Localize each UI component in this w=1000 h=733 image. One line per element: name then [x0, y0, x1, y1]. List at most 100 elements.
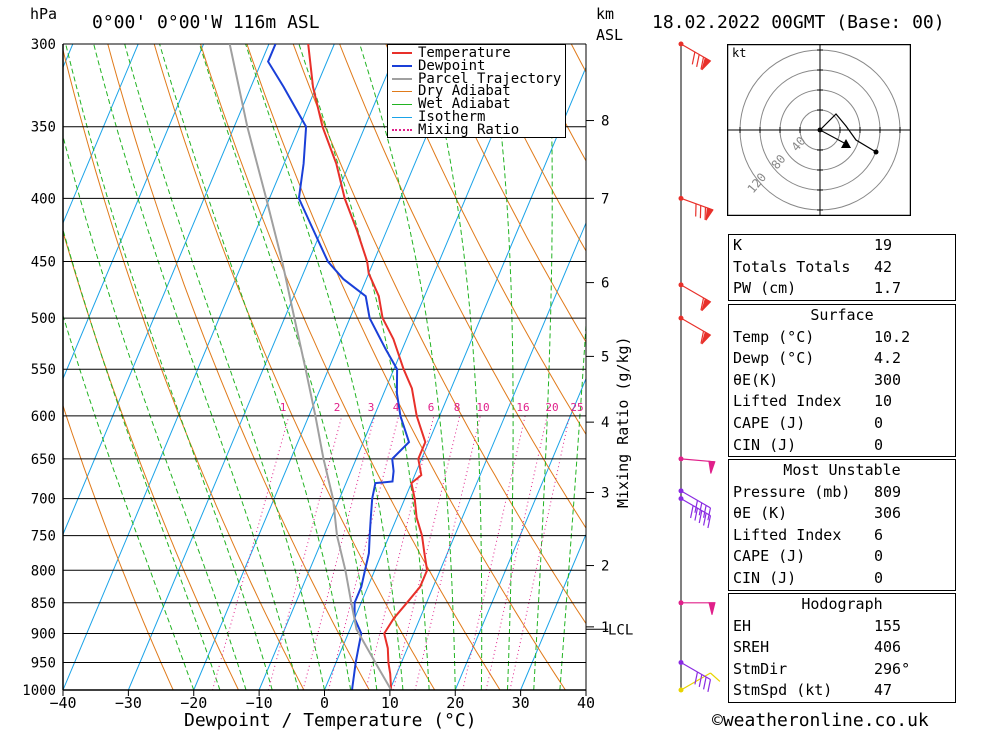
mixing-ratio-label: 4	[393, 401, 400, 414]
mixing-ratio-line	[462, 415, 526, 690]
pressure-tick-label: 650	[31, 452, 56, 468]
legend-item: Temperature	[392, 45, 511, 61]
pressure-tick-label: 950	[31, 655, 56, 671]
x-tick-label: 40	[577, 694, 595, 712]
mu-li-value: 6	[874, 525, 884, 544]
mixing-ratio-line	[267, 415, 343, 690]
pressure-tick-label: 700	[31, 492, 56, 508]
wind-barb-feather	[694, 508, 699, 521]
pw-value: 1.7	[874, 279, 902, 298]
wet-adiabat-line	[559, 318, 586, 690]
parcel-trajectory-line	[228, 44, 393, 690]
wet-adiabat-line	[489, 44, 514, 690]
mixing-ratio-label: 10	[476, 401, 489, 414]
mu-pressure-value: 809	[874, 482, 902, 501]
isotherm-line	[389, 221, 586, 690]
legend-swatch	[392, 116, 412, 118]
km-tick-label: 8	[601, 114, 609, 130]
dry-adiabat-line	[431, 44, 586, 343]
surface-dewp-label: Dewp (°C)	[733, 349, 815, 368]
wind-barb-feather	[690, 505, 694, 519]
mu-cin-label: CIN (J)	[733, 568, 797, 587]
mixing-ratio-label: 1	[280, 401, 287, 414]
mu-li-label: Lifted Index	[733, 525, 842, 544]
location-label: 0°00' 0°00'W 116m ASL	[92, 12, 320, 33]
isotherm-line	[63, 44, 205, 380]
legend-label: Mixing Ratio	[418, 121, 520, 138]
isotherm-line	[0, 44, 7, 690]
hodograph-unit-label: kt	[732, 46, 746, 60]
legend-item: Parcel Trajectory	[392, 70, 562, 87]
totals-totals-value: 42	[874, 257, 893, 276]
isotherm-line	[324, 66, 586, 690]
copyright-label[interactable]: ©weatheronline.co.uk	[712, 710, 929, 731]
surface-title: Surface	[810, 306, 874, 324]
wind-barb-feather	[707, 679, 712, 692]
most-unstable-table: Most Unstable Pressure (mb) 809 θE (K) 306…	[728, 459, 956, 591]
x-tick-label: 10	[381, 694, 399, 712]
wet-adiabat-line	[159, 44, 352, 690]
wet-adiabat-line	[533, 44, 553, 690]
wind-barb-shaft	[680, 490, 711, 509]
isotherm-line	[63, 44, 335, 690]
mu-thetae-value: 306	[874, 504, 902, 523]
km-tick-label: 2	[601, 559, 609, 575]
legend-label: Wet Adiabat	[418, 96, 511, 113]
x-tick-label: −10	[246, 694, 273, 712]
sreh-label: SREH	[733, 638, 770, 657]
legend-label: Parcel Trajectory	[418, 70, 562, 87]
surface-temp-value: 10.2	[874, 327, 911, 346]
wind-barb-feather	[698, 502, 703, 516]
mixing-ratio-lines	[212, 415, 571, 690]
dry-adiabat-line	[292, 44, 586, 625]
wind-barb-feather	[702, 676, 707, 690]
wind-barb-feather	[698, 510, 703, 524]
profile-series	[228, 44, 429, 690]
wet-adiabat-line	[93, 44, 299, 690]
wet-adiabat-line	[359, 44, 456, 690]
hodograph-table: Hodograph EH 155 SREH 406 StmDir 296° StmSp…	[728, 593, 956, 703]
mixing-ratio-label: 16	[516, 401, 529, 414]
pressure-gridlines	[63, 43, 586, 691]
indices-table: K 19 Totals Totals 42 PW (cm) 1.7	[728, 234, 956, 301]
pressure-tick-label: 600	[31, 409, 56, 425]
pressure-tick-label: 450	[31, 255, 56, 271]
mu-thetae-label: θE (K)	[733, 504, 788, 523]
legend-item: Mixing Ratio	[392, 121, 520, 138]
mixing-ratio-label: 20	[545, 401, 558, 414]
wind-barb-pennant	[705, 207, 714, 221]
legend-item: Dewpoint	[392, 59, 485, 73]
wind-barb-feather	[702, 505, 707, 518]
hodograph-trace	[819, 113, 877, 153]
mixing-ratio-line	[302, 415, 376, 690]
isotherm-line	[193, 44, 466, 690]
pressure-tick-label: 550	[31, 362, 56, 378]
mu-pressure-label: Pressure (mb)	[733, 482, 851, 501]
pressure-tick-label: 300	[31, 37, 56, 53]
mixing-ratio-line	[414, 415, 481, 690]
mixing-ratio-label: 6	[428, 401, 435, 414]
x-tick-label: −20	[180, 694, 207, 712]
dry-adiabat-line	[339, 44, 586, 530]
mixing-ratio-line	[212, 415, 290, 690]
legend-swatch	[392, 77, 412, 80]
km-tick-label: 3	[601, 485, 609, 501]
dry-adiabat-line	[478, 44, 586, 252]
eh-value: 155	[874, 616, 902, 635]
mixing-ratio-axis-label: Mixing Ratio (g/kg)	[614, 336, 632, 508]
legend-item: Dry Adiabat	[392, 84, 511, 98]
surface-dewp-value: 4.2	[874, 349, 902, 368]
isotherm-line	[127, 44, 401, 690]
mixing-ratio-label: 3	[368, 401, 375, 414]
mixing-ratio-line	[485, 415, 548, 690]
legend-label: Temperature	[418, 45, 511, 61]
wet-adiabat-line	[424, 44, 483, 690]
stmspd-value: 47	[874, 681, 893, 700]
wind-barb-feather	[696, 54, 700, 68]
surface-cin-value: 0	[874, 435, 884, 454]
legend: Temperature Dewpoint Parcel Trajectory Dry …	[387, 44, 566, 138]
pressure-tick-label: 500	[31, 311, 56, 327]
temperature-line	[307, 44, 429, 690]
km-unit-label: km	[596, 5, 615, 23]
